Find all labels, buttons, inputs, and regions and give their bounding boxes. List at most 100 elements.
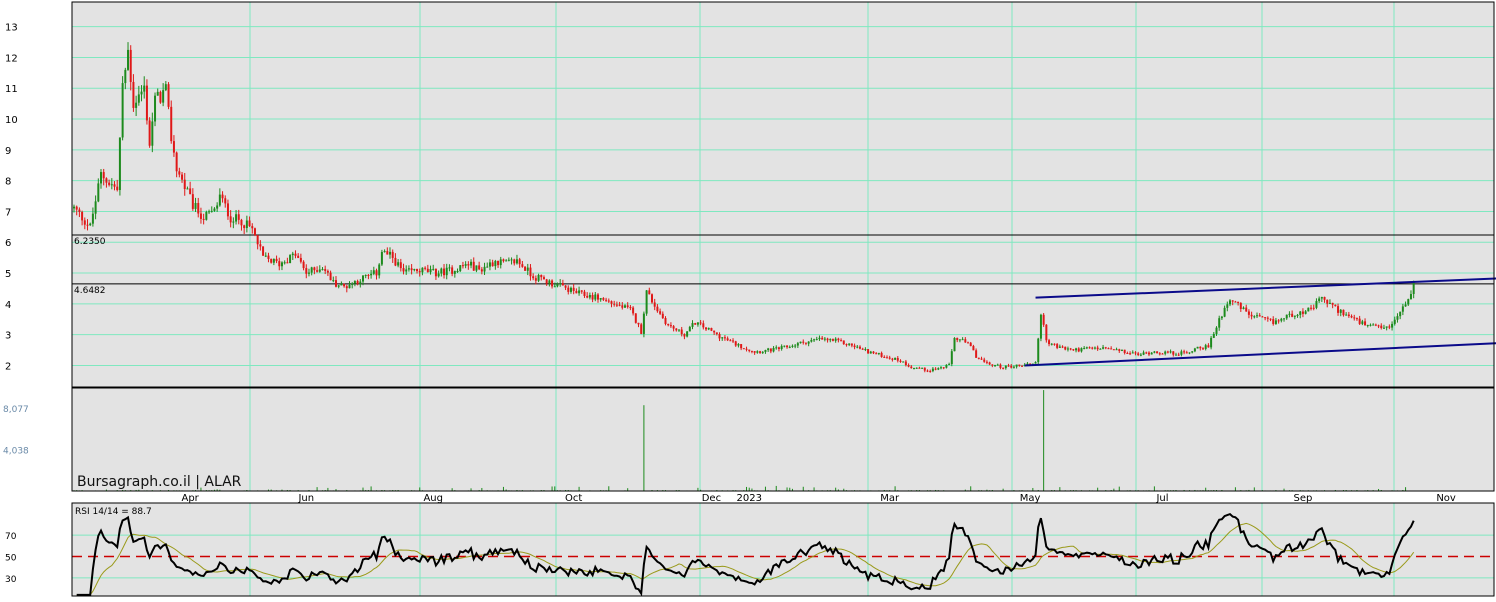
- candle-body: [197, 202, 200, 214]
- candle-body: [348, 284, 351, 289]
- candle-body: [1056, 344, 1059, 348]
- candle-body: [1120, 349, 1123, 351]
- candle-body: [702, 323, 705, 328]
- volume-tick-label: 4,038: [3, 446, 29, 456]
- candle-body: [451, 267, 454, 274]
- candle-body: [1210, 337, 1213, 348]
- candle-body: [194, 202, 197, 209]
- candle-body: [1353, 317, 1356, 319]
- candle-body: [78, 209, 81, 212]
- candle-body: [175, 152, 178, 172]
- candle-body: [283, 262, 286, 264]
- candle-body: [340, 283, 343, 286]
- candle-body: [723, 337, 726, 339]
- candle-body: [769, 348, 772, 352]
- candle-body: [726, 338, 729, 341]
- candle-body: [732, 340, 735, 342]
- candle-body: [426, 268, 429, 273]
- candle-body: [529, 267, 532, 277]
- candle-body: [1207, 345, 1210, 348]
- candle-body: [683, 334, 686, 337]
- candle-body: [969, 342, 972, 347]
- candle-body: [1412, 281, 1415, 295]
- candle-body: [410, 268, 413, 271]
- candle-body: [337, 285, 340, 287]
- candle-body: [1385, 326, 1388, 328]
- candle-body: [259, 244, 262, 247]
- candle-body: [1366, 324, 1369, 326]
- candle-body: [124, 69, 127, 84]
- candle-body: [105, 178, 108, 183]
- candle-body: [734, 341, 737, 346]
- candle-body: [1307, 307, 1310, 312]
- candle-body: [375, 270, 378, 276]
- candle-body: [229, 216, 232, 223]
- candle-body: [567, 287, 570, 292]
- candle-body: [534, 278, 537, 281]
- candle-body: [1158, 353, 1161, 355]
- candle-body: [1204, 345, 1207, 349]
- candle-body: [380, 252, 383, 265]
- candle-body: [545, 279, 548, 284]
- candle-body: [1380, 325, 1383, 329]
- candle-body: [1382, 327, 1385, 329]
- candle-body: [1312, 307, 1315, 309]
- candle-body: [632, 307, 635, 314]
- candle-body: [591, 295, 594, 300]
- candle-body: [961, 339, 964, 341]
- candle-body: [1401, 306, 1404, 312]
- candle-body: [1261, 316, 1264, 318]
- candle-body: [775, 347, 778, 349]
- candle-body: [575, 290, 578, 294]
- candle-body: [1334, 304, 1337, 307]
- candle-body: [1088, 347, 1091, 349]
- candle-body: [221, 194, 224, 199]
- candle-body: [605, 299, 608, 301]
- candle-body: [413, 269, 416, 271]
- candle-body: [1407, 299, 1410, 305]
- candle-body: [1099, 348, 1102, 350]
- candle-body: [1242, 307, 1245, 309]
- candle-body: [840, 340, 843, 342]
- candle-body: [483, 266, 486, 272]
- candle-body: [1280, 318, 1283, 321]
- candle-body: [1091, 347, 1094, 349]
- candle-body: [127, 49, 130, 70]
- candle-body: [1347, 314, 1350, 317]
- candle-body: [1066, 348, 1069, 350]
- candle-body: [858, 346, 861, 349]
- candle-body: [372, 270, 375, 274]
- candle-body: [772, 347, 775, 352]
- volume-y-axis: 8,077 4,038: [3, 405, 29, 457]
- candle-body: [1301, 311, 1304, 314]
- candle-body: [100, 172, 103, 184]
- candle-body: [1226, 304, 1229, 308]
- candle-body: [434, 268, 437, 277]
- candle-body: [378, 264, 381, 276]
- candle-body: [243, 225, 246, 229]
- candle-body: [669, 325, 672, 327]
- candle-body: [748, 349, 751, 351]
- candle-body: [1034, 362, 1037, 364]
- candle-body: [1126, 352, 1129, 354]
- candle-body: [972, 346, 975, 351]
- candle-body: [1315, 301, 1318, 308]
- candle-body: [1085, 347, 1088, 349]
- candle-body: [199, 213, 202, 219]
- candle-body: [524, 266, 527, 271]
- candle-body: [1318, 298, 1321, 302]
- candle-body: [615, 304, 618, 306]
- candle-body: [218, 194, 221, 206]
- candle-body: [310, 267, 313, 273]
- candle-body: [783, 345, 786, 347]
- rsi-panel-border: [71, 502, 1495, 597]
- candle-body: [883, 356, 886, 358]
- candle-body: [675, 328, 678, 331]
- candle-body: [686, 331, 689, 337]
- candle-body: [991, 364, 994, 366]
- candle-body: [318, 269, 321, 272]
- candle-body: [661, 313, 664, 319]
- candle-body: [264, 255, 267, 257]
- candle-body: [148, 120, 151, 146]
